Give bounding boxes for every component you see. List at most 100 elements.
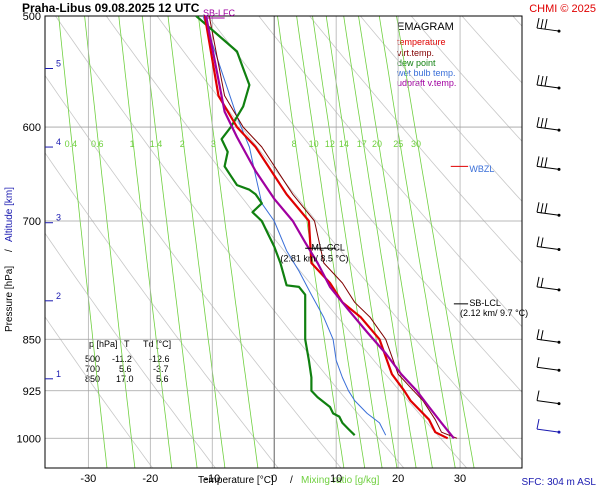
table-header-p: p [hPa] bbox=[89, 339, 118, 349]
wind-barb bbox=[536, 390, 561, 406]
dry-adiabat bbox=[360, 16, 522, 202]
background-grid bbox=[45, 16, 600, 468]
wind-barb bbox=[536, 357, 561, 372]
mixing-ratio-line bbox=[343, 16, 417, 468]
mixing-ratio-line bbox=[167, 16, 226, 468]
wind-barb bbox=[536, 236, 561, 252]
mixing-ratio-label: 2 bbox=[180, 139, 185, 149]
station-title: Praha-Libus 09.08.2025 12 UTC bbox=[22, 1, 200, 15]
y-axis-label: Pressure [hPa] / Altitude [km] bbox=[4, 187, 15, 332]
y-axis-label-altitude: Altitude [km] bbox=[4, 187, 15, 242]
mixing-ratio-label: 10 bbox=[309, 139, 319, 149]
x-tick-label: -30 bbox=[80, 473, 96, 485]
dry-adiabat bbox=[207, 16, 522, 393]
x-axis-label-separator: / bbox=[290, 475, 293, 486]
dry-adiabat bbox=[45, 232, 216, 468]
dry-adiabat bbox=[45, 316, 153, 468]
legend-item-virt-temp: virt.temp. bbox=[397, 48, 434, 58]
mixing-ratio-label: 17 bbox=[357, 139, 367, 149]
x-tick-label: 10 bbox=[330, 473, 342, 485]
altitude-tick-label: 2 bbox=[56, 291, 61, 301]
y-tick-label: 600 bbox=[23, 122, 41, 134]
mixing-ratio-label: 1 bbox=[130, 139, 135, 149]
x-tick-label: -20 bbox=[142, 473, 158, 485]
annotation-ml-ccl-value: (2.81 km/ 8.5 °C) bbox=[280, 253, 348, 263]
legend-item-updraft: udpraft v.temp. bbox=[397, 78, 456, 88]
mixing-ratio-label: 8 bbox=[292, 139, 297, 149]
mixing-ratio-line bbox=[378, 16, 456, 468]
annotation-wbzl: WBZL bbox=[469, 164, 494, 174]
virt-temp-line bbox=[208, 16, 458, 439]
mixing-ratio-line bbox=[84, 16, 136, 468]
annotation-ml-ccl: ML-CCL bbox=[311, 243, 345, 253]
wind-barbs bbox=[536, 17, 561, 434]
updraft-line bbox=[205, 16, 455, 439]
legend-item-temperature: temperature bbox=[397, 37, 446, 47]
dry-adiabat bbox=[512, 16, 522, 27]
y-tick-label: 500 bbox=[23, 11, 41, 23]
copyright-label: CHMI © 2025 bbox=[529, 3, 596, 15]
wind-barb bbox=[536, 329, 561, 344]
legend-item-dew-point: dew point bbox=[397, 58, 436, 68]
wind-barb bbox=[536, 202, 561, 217]
mixing-ratio-line bbox=[198, 16, 259, 468]
mixing-ratio-line bbox=[277, 16, 345, 468]
mixing-ratio-line bbox=[58, 16, 108, 468]
table-cell: 5.6 bbox=[119, 364, 132, 374]
wet-bulb-line bbox=[202, 16, 387, 436]
x-tick-label: -10 bbox=[204, 473, 220, 485]
y-tick-label: 925 bbox=[23, 386, 41, 398]
sfc-label: SFC: 304 m ASL bbox=[522, 477, 597, 488]
table-cell: 700 bbox=[85, 364, 100, 374]
y-axis-label-separator: / bbox=[4, 249, 15, 252]
annotation-sb-lfc: SB-LFC bbox=[203, 8, 236, 18]
mixing-ratio-label: 1.4 bbox=[150, 139, 163, 149]
mixing-ratio-line bbox=[325, 16, 398, 468]
dry-adiabat bbox=[410, 16, 522, 142]
dry-adiabat bbox=[55, 16, 405, 468]
wind-barb bbox=[536, 17, 561, 33]
legend: temperature virt.temp. dew point wet bul… bbox=[396, 37, 456, 88]
y-tick-label: 850 bbox=[23, 334, 41, 346]
table-cell: -12.6 bbox=[149, 354, 170, 364]
table-cell: 850 bbox=[85, 374, 100, 384]
altitude-tick-label: 1 bbox=[56, 369, 61, 379]
mixing-ratio-label: 25 bbox=[393, 139, 403, 149]
mixing-ratio-label: 3 bbox=[211, 139, 216, 149]
chart-title: EMAGRAM bbox=[397, 21, 454, 33]
table-cell: -11.2 bbox=[112, 354, 132, 364]
mixing-ratio-line bbox=[141, 16, 198, 468]
annotation-sb-lcl-value: (2.12 km/ 9.7 °C) bbox=[460, 308, 528, 318]
annotation-sb-lcl: SB-LCL bbox=[469, 298, 501, 308]
altitude-tick-label: 4 bbox=[56, 137, 61, 147]
mixing-ratio-label: 0.6 bbox=[91, 139, 104, 149]
table-header-t: T bbox=[124, 339, 130, 349]
x-axis-label-mixing: Mixing ratio [g/kg] bbox=[301, 475, 380, 486]
mixing-ratio-label: 20 bbox=[372, 139, 382, 149]
mixing-ratio-line bbox=[312, 16, 383, 468]
wind-barb bbox=[536, 276, 561, 292]
y-axis-label-pressure: Pressure [hPa] bbox=[4, 266, 15, 332]
altitude-tick-label: 3 bbox=[56, 213, 61, 223]
table-cell: 5.6 bbox=[156, 374, 169, 384]
dew-point-line bbox=[195, 16, 356, 436]
wind-barb bbox=[536, 418, 561, 434]
mixing-ratio-label: 14 bbox=[339, 139, 349, 149]
wind-barb bbox=[536, 116, 561, 132]
data-table: p [hPa] T Td [°C] 500 -11.2 -12.6 700 5.… bbox=[85, 339, 171, 384]
y-tick-label: 1000 bbox=[17, 433, 41, 445]
wind-barb bbox=[536, 156, 561, 171]
y-tick-label: 700 bbox=[23, 216, 41, 228]
dry-adiabat bbox=[564, 16, 600, 468]
dry-adiabat bbox=[45, 152, 279, 468]
x-axis-label-temperature: Temperature [°C] bbox=[198, 475, 274, 486]
x-tick-label: 0 bbox=[271, 473, 277, 485]
altitude-tick-label: 5 bbox=[56, 59, 61, 69]
mixing-ratio-label: 0.4 bbox=[65, 139, 78, 149]
dry-adiabat bbox=[309, 16, 522, 264]
mixing-ratio-line bbox=[396, 16, 475, 468]
dry-adiabat bbox=[461, 16, 522, 84]
mixing-ratio-label: 30 bbox=[411, 139, 421, 149]
